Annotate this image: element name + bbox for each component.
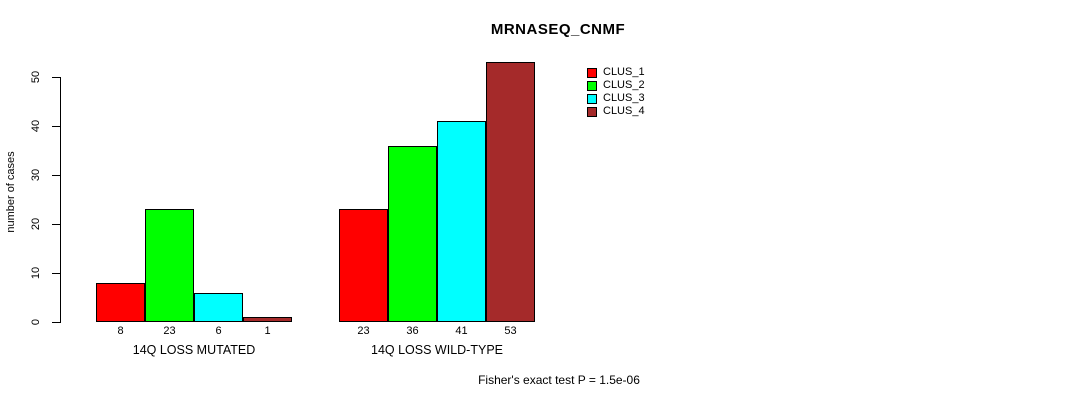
bar-value-clus_4-group0: 1 [264,325,271,337]
legend-swatch-clus-3 [587,93,597,104]
group-label-14q-loss-wild-type: 14Q LOSS WILD-TYPE [371,343,503,357]
y-axis-line [60,77,61,323]
bar-value-clus_2-group0: 23 [163,325,176,337]
bar-clus_2-group1 [388,146,437,322]
bar-clus_3-group1 [437,121,486,322]
fishers-test-annotation: Fisher's exact test P = 1.5e-06 [478,373,640,387]
legend-swatch-clus-1 [587,67,597,78]
bar-value-clus_3-group0: 6 [215,325,222,337]
y-tick-label-20: 20 [30,217,42,231]
bar-value-clus_1-group0: 8 [117,325,124,337]
legend-label-clus-3: CLUS_3 [603,92,645,104]
y-tick-20 [52,224,60,225]
legend-item-clus-2: CLUS_2 [587,79,645,92]
legend-item-clus-1: CLUS_1 [587,66,645,79]
bar-value-clus_3-group1: 41 [455,325,468,337]
y-tick-0 [52,322,60,323]
bar-value-clus_4-group1: 53 [504,325,517,337]
bar-clus_3-group0 [194,293,243,322]
legend-item-clus-3: CLUS_3 [587,92,645,105]
y-tick-label-30: 30 [30,168,42,182]
bar-value-clus_2-group1: 36 [406,325,419,337]
bar-clus_1-group1 [339,209,388,322]
y-tick-label-10: 10 [30,266,42,280]
legend-swatch-clus-4 [587,106,597,117]
group-label-14q-loss-mutated: 14Q LOSS MUTATED [132,343,256,357]
legend-label-clus-1: CLUS_1 [603,66,645,78]
bar-clus_2-group0 [145,209,194,322]
legend-label-clus-4: CLUS_4 [603,105,645,117]
y-tick-label-0: 0 [30,318,42,326]
y-axis-label: number of cases [5,151,17,233]
bar-clus_1-group0 [96,283,145,322]
y-tick-30 [52,175,60,176]
bar-value-clus_1-group1: 23 [357,325,370,337]
legend-label-clus-2: CLUS_2 [603,79,645,91]
legend-swatch-clus-2 [587,80,597,91]
y-tick-40 [52,126,60,127]
y-tick-50 [52,77,60,78]
chart-title: MRNASEQ_CNMF [490,21,626,38]
bar-clus_4-group0 [243,317,292,322]
legend: CLUS_1 CLUS_2 CLUS_3 CLUS_4 [587,66,645,118]
legend-item-clus-4: CLUS_4 [587,105,645,118]
y-tick-label-40: 40 [30,119,42,133]
y-tick-label-50: 50 [30,70,42,84]
y-tick-10 [52,273,60,274]
bar-clus_4-group1 [486,62,535,322]
